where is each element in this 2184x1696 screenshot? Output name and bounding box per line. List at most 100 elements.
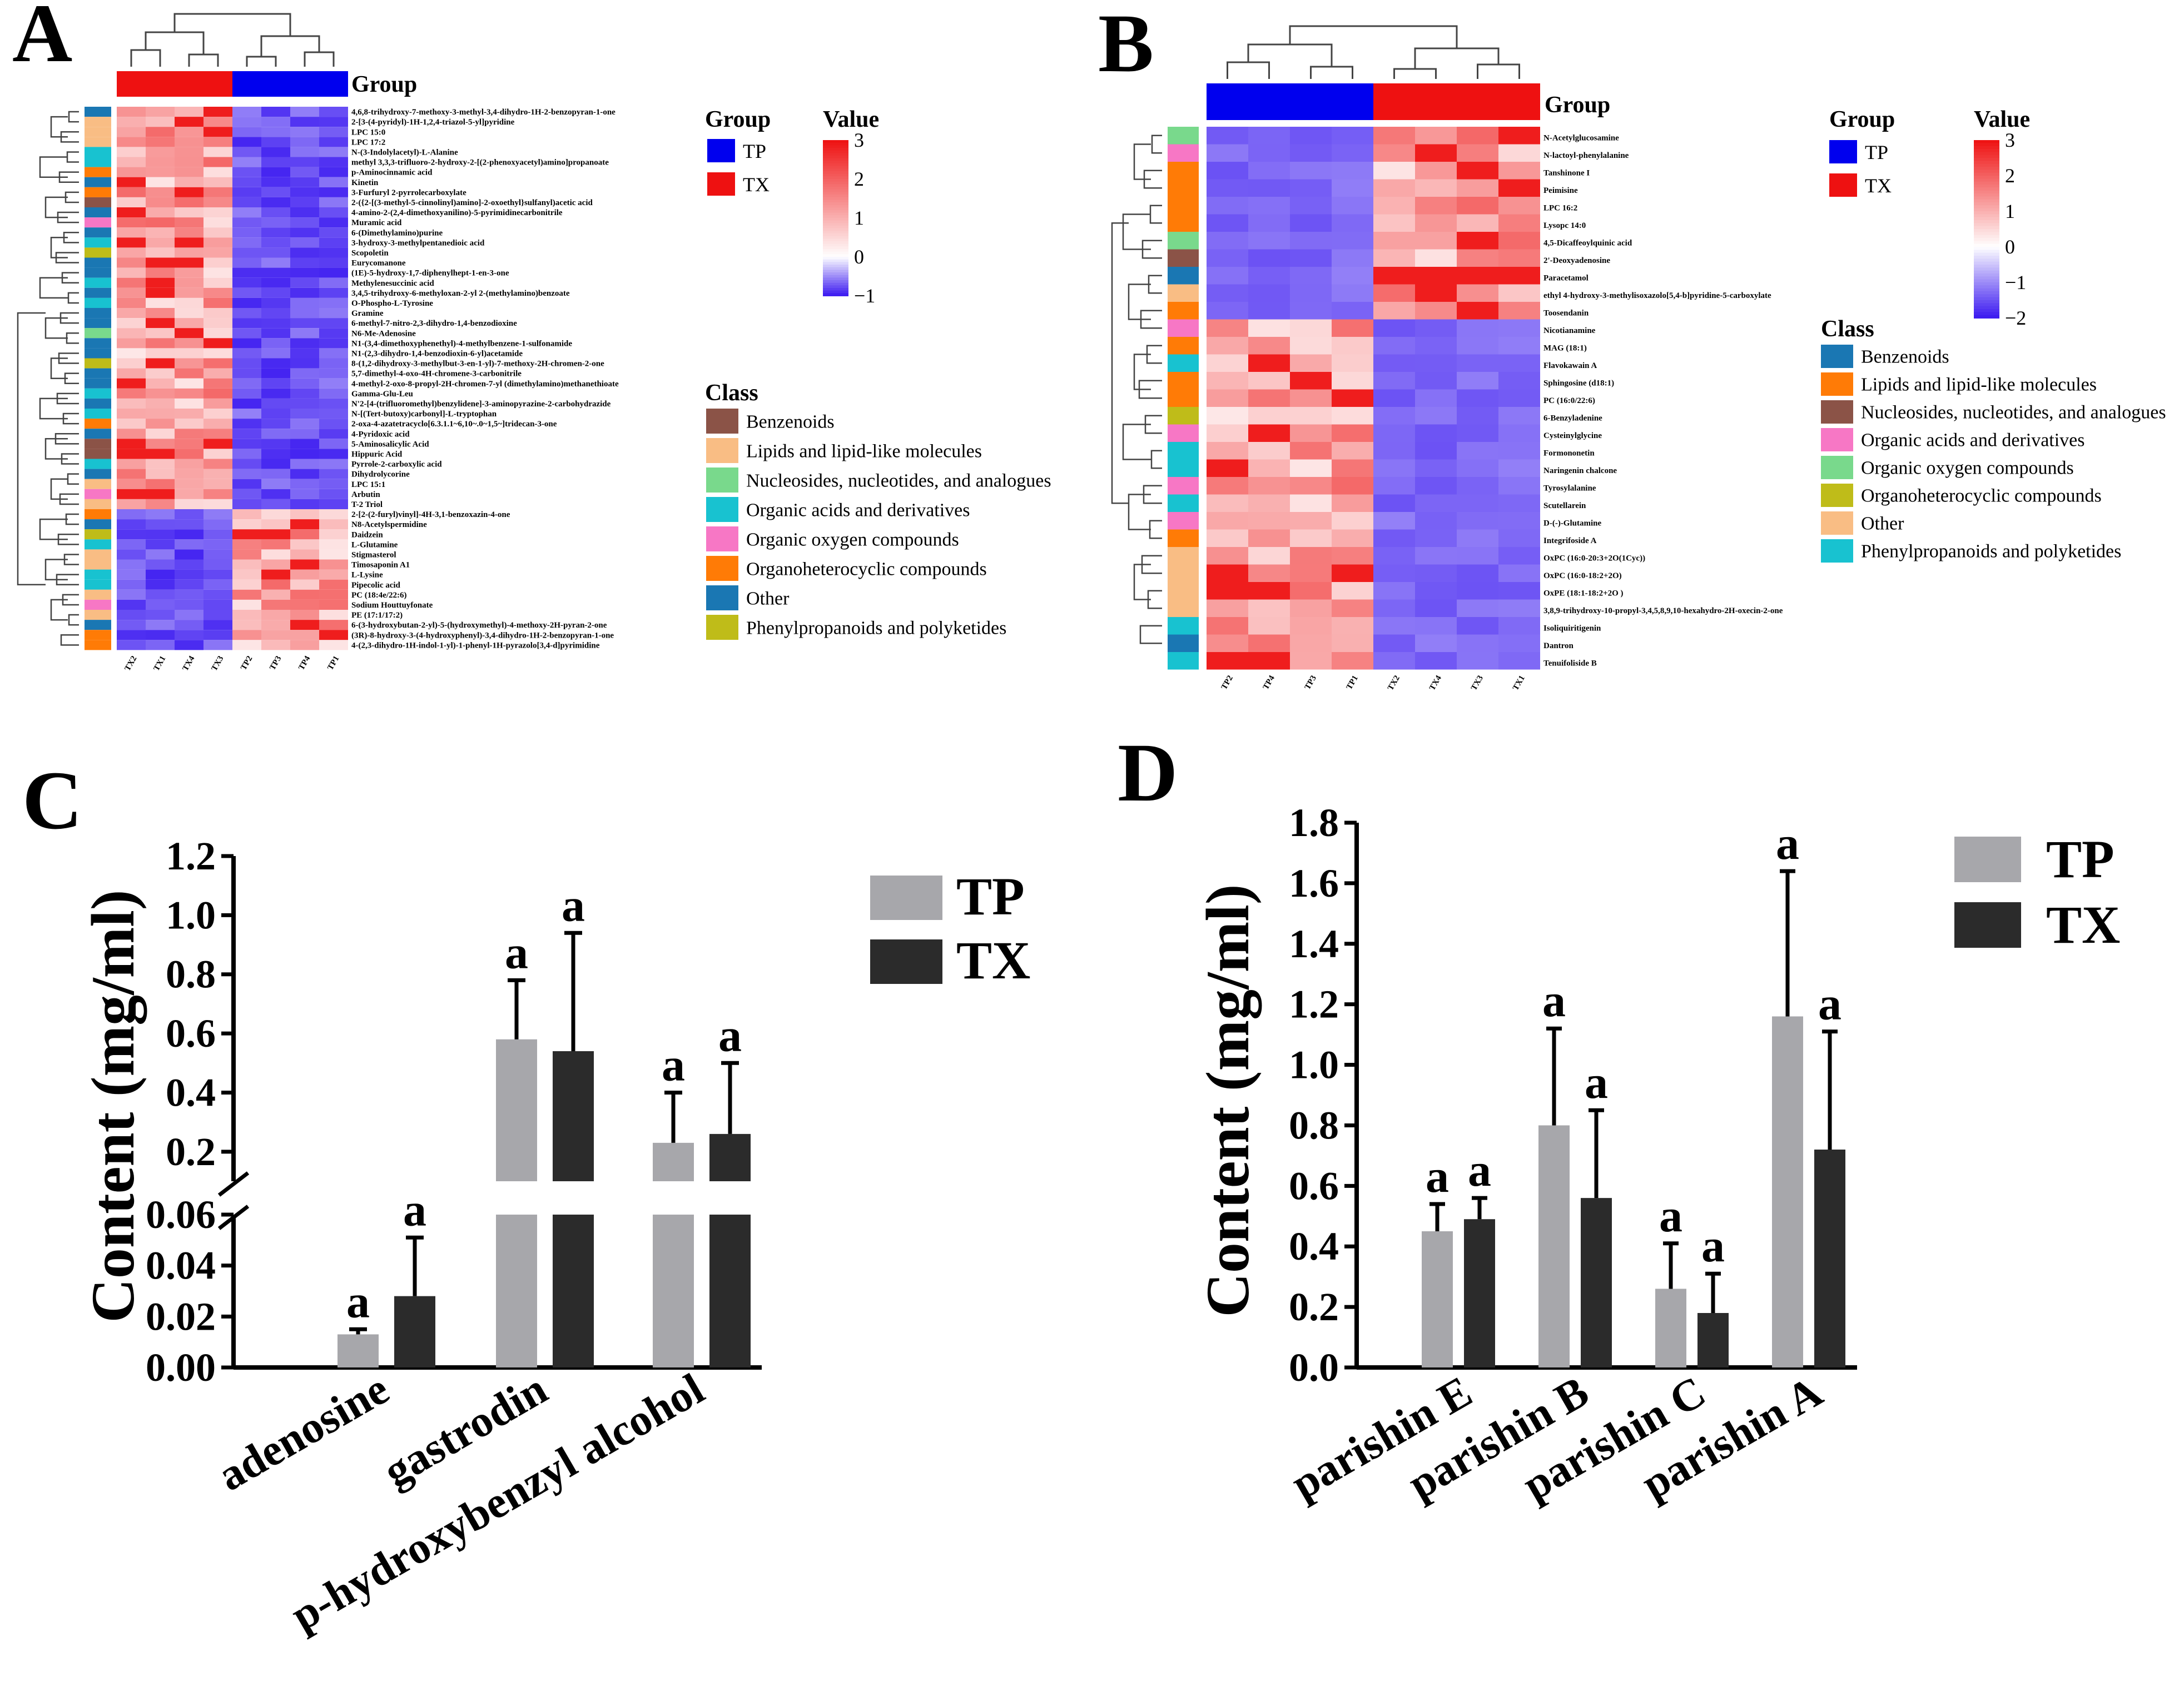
class-legend-swatch (706, 409, 738, 434)
significance-letter: a (562, 879, 585, 931)
heatmap-cell (203, 297, 232, 308)
heatmap-cell (175, 419, 203, 429)
heatmap-cell (1415, 547, 1457, 565)
group-bar-cell (203, 71, 232, 97)
heatmap-cell (203, 499, 232, 509)
heatmap-cell (117, 297, 146, 308)
heatmap-b: Group Group Value Class N-Acetylglucosam… (1111, 25, 2166, 692)
heatmap-cell (1248, 477, 1290, 495)
heatmap-cell (261, 549, 290, 560)
heatmap-cell (261, 419, 290, 429)
heatmap-cell (261, 237, 290, 248)
heatmap-cell (232, 640, 261, 650)
heatmap-cell (290, 127, 319, 137)
heatmap-cell (1498, 284, 1540, 302)
heatmap-row-label: Dantron (1543, 641, 1574, 650)
heatmap-cell (1248, 442, 1290, 460)
heatmap-row-label: 4,5-Dicaffeoylquinic acid (1543, 239, 1632, 248)
heatmap-cell (175, 287, 203, 298)
significance-letter: a (1701, 1220, 1725, 1272)
class-strip-cell (85, 388, 111, 399)
class-strip-cell (1168, 512, 1199, 530)
heatmap-cell (1457, 547, 1498, 565)
heatmap-cell (319, 469, 348, 479)
bar-tp-upper (653, 1142, 694, 1181)
row-dendrogram-branch (1128, 284, 1151, 320)
colorbar-step (1974, 217, 1999, 221)
bar-tx-upper (709, 1133, 751, 1181)
heatmap-cell (1290, 477, 1332, 495)
colorbar-step (823, 257, 848, 260)
significance-letter: a (1585, 1057, 1608, 1108)
group-bar-cell (117, 71, 146, 97)
legend-label-tx: TX (2046, 895, 2120, 954)
group-legend-swatch (707, 139, 735, 162)
heatmap-row-label: Nicotianamine (1543, 326, 1596, 335)
class-strip-cell (1168, 267, 1199, 285)
colorbar-step (1974, 205, 1999, 209)
heatmap-cell (232, 187, 261, 197)
heatmap-cell (261, 599, 290, 610)
class-legend-label: Organoheterocyclic compounds (746, 559, 987, 579)
heatmap-cell (203, 187, 232, 197)
colorbar-step (823, 212, 848, 216)
heatmap-cell (261, 257, 290, 268)
heatmap-cell (1332, 372, 1373, 390)
heatmap-cell (1457, 582, 1498, 600)
heatmap-column-label: TP1 (326, 654, 341, 672)
class-strip-cell (85, 479, 111, 489)
heatmap-cell (1332, 652, 1373, 670)
row-dendrogram-branch (68, 614, 79, 626)
heatmap-cell (1332, 617, 1373, 635)
heatmap-row-label: Naringenin chalcone (1543, 466, 1617, 475)
heatmap-cell (261, 177, 290, 187)
heatmap-cell (117, 167, 146, 177)
heatmap-cell (1457, 512, 1498, 530)
heatmap-cell (1457, 652, 1498, 670)
heatmap-cell (146, 257, 175, 268)
heatmap-row-label: Dihydrolycorine (351, 470, 410, 479)
heatmap-cell (1290, 512, 1332, 530)
heatmap-cell (1498, 127, 1540, 145)
row-dendrogram-branch (1133, 143, 1151, 180)
heatmap-cell (146, 267, 175, 278)
colorbar-step (1974, 146, 1999, 150)
heatmap-cell (203, 549, 232, 560)
class-strip-cell (1168, 232, 1199, 250)
group-bar-cell (1207, 83, 1248, 120)
heatmap-cell (1207, 442, 1248, 460)
heatmap-row-label: T-2 Triol (351, 500, 383, 509)
heatmap-cell (261, 358, 290, 369)
heatmap-cell (1415, 337, 1457, 355)
heatmap-row-label: Eurycomanone (351, 259, 406, 268)
colorbar-step (823, 290, 848, 294)
y-tick-label: 0.00 (146, 1345, 216, 1390)
heatmap-cell (1457, 617, 1498, 635)
heatmap-cell (319, 610, 348, 620)
heatmap-cell (203, 328, 232, 339)
heatmap-cell (1207, 354, 1248, 372)
class-strip-cell (85, 247, 111, 258)
class-strip-cell (85, 297, 111, 308)
heatmap-cell (1415, 179, 1457, 197)
colorbar-step (823, 228, 848, 232)
class-strip-cell (85, 539, 111, 550)
colorbar-step (1974, 185, 1999, 188)
heatmap-cell (1498, 442, 1540, 460)
class-strip-cell (85, 237, 111, 248)
heatmap-cell (1332, 179, 1373, 197)
heatmap-cell (319, 559, 348, 570)
colorbar-tick-label: 2 (2005, 165, 2015, 187)
class-strip-cell (1168, 249, 1199, 267)
heatmap-cell (203, 137, 232, 147)
heatmap-cell (1373, 599, 1415, 617)
heatmap-cell (261, 167, 290, 177)
heatmap-cell (1290, 214, 1332, 232)
bar-tx-upper (553, 1051, 594, 1181)
row-dendrogram-branch (50, 237, 68, 258)
heatmap-column-label: TP1 (1345, 674, 1360, 692)
heatmap-cell (146, 459, 175, 469)
colorbar-step (1974, 223, 1999, 227)
heatmap-cell (146, 489, 175, 499)
heatmap-cell (319, 318, 348, 329)
